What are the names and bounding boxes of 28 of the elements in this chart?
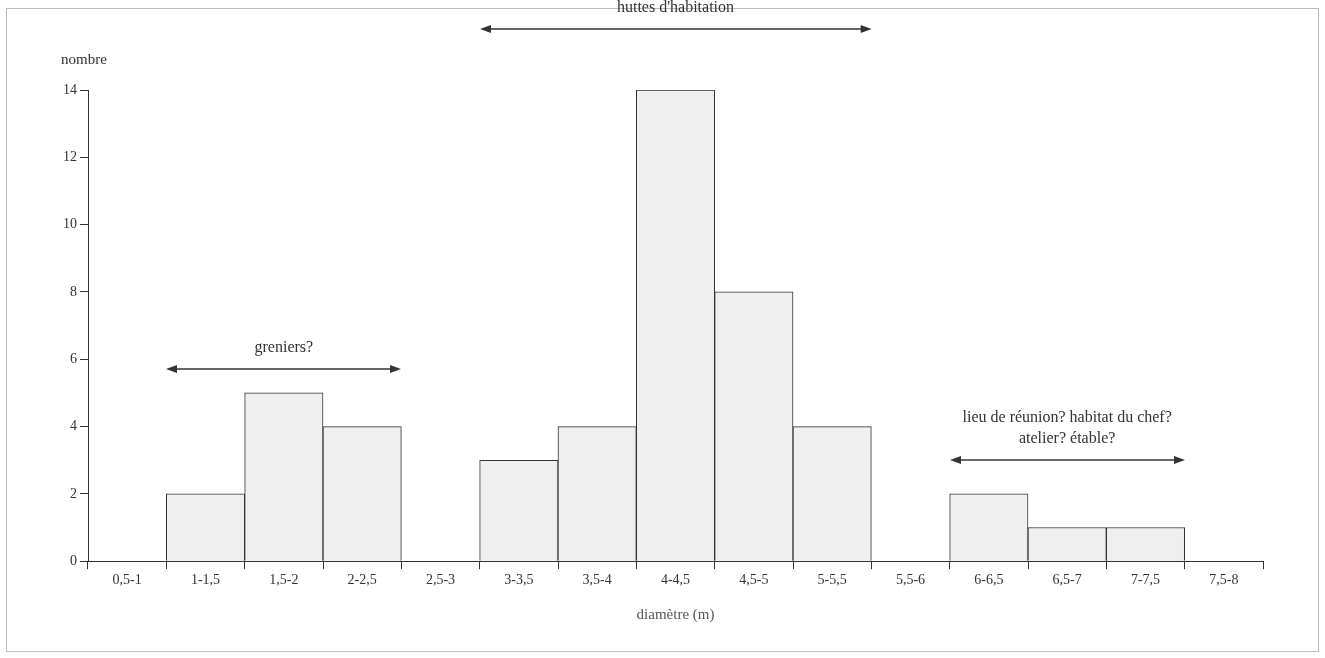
x-axis-title: diamètre (m) — [636, 605, 715, 623]
x-tick-label: 7,5-8 — [1209, 572, 1239, 588]
annotation: greniers? — [254, 337, 314, 358]
y-tick-label: 0 — [70, 552, 77, 568]
y-tick-label: 10 — [63, 216, 77, 232]
y-tick-label: 14 — [63, 81, 77, 97]
x-tick-label: 3,5-4 — [582, 572, 612, 588]
x-tick-label: 7-7,5 — [1130, 572, 1161, 588]
x-tick-label: 2-2,5 — [347, 572, 377, 588]
x-tick-label: 4-4,5 — [660, 572, 691, 588]
y-tick-label: 6 — [70, 350, 77, 366]
x-tick-label: 6,5-7 — [1052, 572, 1082, 588]
x-tick-label: 5-5,5 — [817, 572, 847, 588]
x-tick-label: 1,5-2 — [269, 572, 299, 588]
x-tick-label: 6-6,5 — [974, 572, 1004, 588]
x-tick-label: 2,5-3 — [425, 572, 456, 588]
x-tick-label: 4,5-5 — [739, 572, 769, 588]
y-tick-label: 4 — [70, 418, 77, 434]
x-tick-label: 5,5-6 — [895, 572, 926, 588]
x-tick-label: 3-3,5 — [504, 572, 534, 588]
x-tick-label: 1-1,5 — [190, 572, 221, 588]
x-tick-label: 0,5-1 — [112, 572, 142, 588]
annotation: lieu de réunion? habitat du chef? atelier? étable? — [962, 407, 1172, 449]
y-tick-label: 2 — [70, 485, 77, 501]
text: huttes d'habitation — [616, 0, 735, 18]
y-tick-label: 12 — [63, 148, 77, 164]
y-axis-title: nombre — [61, 51, 108, 68]
y-tick-label: 8 — [70, 283, 77, 299]
